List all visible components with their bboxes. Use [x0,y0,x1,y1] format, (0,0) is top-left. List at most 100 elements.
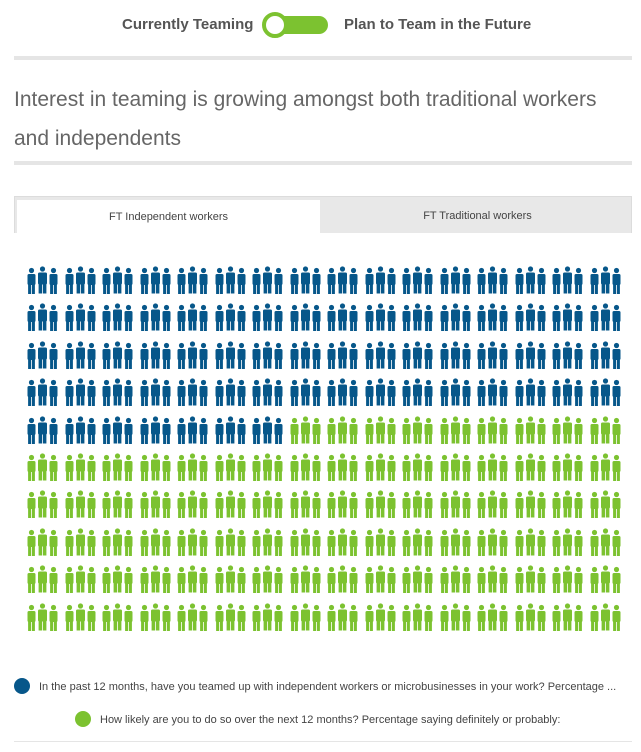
people-icon [65,490,95,519]
people-icon [327,341,358,369]
people-icon [402,266,433,294]
people-icon [552,341,583,369]
people-icon [65,528,95,556]
legend-item-likely-next-12-months: How likely are you to do so over the nex… [0,711,641,731]
people-icon [590,602,620,631]
people-icon [102,341,133,369]
people-icon [552,266,583,294]
people-icon [252,378,283,407]
divider-bottom [14,161,632,165]
people-icon [552,490,583,519]
people-icon [440,490,470,519]
people-icon [65,341,95,369]
people-icon [177,602,208,631]
people-icon [552,303,583,332]
people-icon [402,565,433,594]
people-icon [590,415,620,444]
people-icon [252,602,283,631]
people-icon [327,602,358,631]
people-icon [365,453,395,481]
people-icon [140,565,170,594]
people-icon [27,453,58,481]
people-icon [515,490,545,519]
people-icon [290,602,320,631]
people-icon [65,602,95,631]
people-icon [252,303,283,332]
worker-type-tabs: FT Independent workers FT Traditional wo… [14,196,632,234]
people-icon [102,453,133,481]
people-icon [327,528,358,556]
people-icon [477,341,508,369]
toggle-knob[interactable] [262,12,288,38]
people-icon [215,303,245,332]
divider-top [14,56,632,60]
legend-text: In the past 12 months, have you teamed u… [39,681,617,693]
people-icon [440,303,470,332]
people-icon [290,453,320,481]
people-icon [402,378,433,407]
people-icon [215,528,245,556]
people-icon [252,266,283,294]
people-icon [290,490,320,519]
people-icon [590,528,620,556]
people-icon [590,266,620,294]
legend-text: How likely are you to do so over the nex… [100,714,561,726]
pictogram-grid [26,266,626,640]
legend-dot-blue [14,678,30,694]
people-icon [440,266,470,294]
people-icon [140,453,170,481]
people-icon [102,565,133,594]
people-icon [65,266,95,294]
people-icon [27,341,58,369]
people-icon [327,565,358,594]
people-icon [252,565,283,594]
people-icon [440,602,470,631]
people-icon [440,415,470,444]
people-icon [215,565,245,594]
people-icon [365,266,395,294]
people-icon [27,528,58,556]
people-icon [102,378,133,407]
people-icon [215,490,245,519]
people-icon [102,415,133,444]
people-icon [102,490,133,519]
people-icon [327,303,358,332]
people-icon [215,378,245,407]
people-icon [552,528,583,556]
teaming-toggle-switch[interactable] [262,12,328,38]
people-icon [27,415,58,444]
people-icon [177,266,208,294]
people-icon [290,378,320,407]
people-icon [402,415,433,444]
toggle-label-currently-teaming[interactable]: Currently Teaming [122,16,254,33]
people-icon [290,528,320,556]
people-icon [365,378,395,407]
people-icon [515,602,545,631]
people-icon [402,490,433,519]
people-icon [477,266,508,294]
people-icon [440,378,470,407]
people-icon [215,453,245,481]
toggle-label-plan-to-team[interactable]: Plan to Team in the Future [344,16,532,33]
people-icon [27,565,58,594]
people-icon [552,378,583,407]
people-icon [365,415,395,444]
people-icon [102,602,133,631]
people-icon [140,266,170,294]
people-icon [290,565,320,594]
tab-ft-independent-workers[interactable]: FT Independent workers [17,200,320,234]
people-icon [290,415,320,444]
people-icon [402,528,433,556]
people-icon [552,415,583,444]
people-icon [552,602,583,631]
people-icon [27,303,58,332]
people-icon [177,378,208,407]
tab-ft-traditional-workers[interactable]: FT Traditional workers [423,209,532,222]
people-icon [515,528,545,556]
people-icon [590,490,620,519]
people-icon [402,341,433,369]
people-icon [140,528,170,556]
people-icon [252,490,283,519]
people-icon [252,341,283,369]
people-icon [590,341,620,369]
